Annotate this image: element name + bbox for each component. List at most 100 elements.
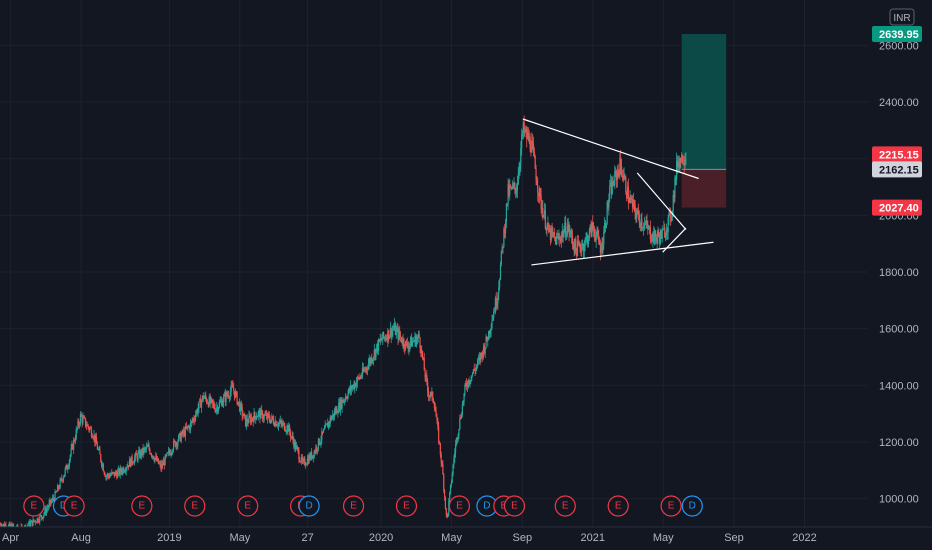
candle-body <box>183 430 185 434</box>
candle-body <box>604 222 607 228</box>
candle-body <box>275 421 277 426</box>
candle-body <box>316 446 318 451</box>
candle-body <box>290 436 292 438</box>
candle-body <box>205 395 207 399</box>
candle-body <box>542 207 544 218</box>
candle-body <box>41 517 43 519</box>
candle-body <box>400 337 402 342</box>
candle-body <box>79 423 81 425</box>
target-zone[interactable] <box>681 34 727 170</box>
trendline-upper[interactable] <box>522 118 699 180</box>
earnings-marker[interactable]: E <box>342 495 365 517</box>
earnings-marker[interactable]: E <box>131 495 153 517</box>
event-circle <box>607 495 629 517</box>
price-tick-label: 1200.00 <box>879 437 919 449</box>
candle-body <box>501 246 503 251</box>
candle-body <box>31 520 33 526</box>
candle-body <box>603 231 605 245</box>
candle-body <box>37 518 39 522</box>
candle-body <box>9 523 11 527</box>
dividend-marker[interactable]: D <box>298 495 320 517</box>
candle-body <box>380 339 382 341</box>
trendline-wedge-upper[interactable] <box>636 172 687 230</box>
earnings-marker[interactable]: E <box>554 495 576 517</box>
earnings-marker[interactable]: E <box>63 495 85 517</box>
candle-body <box>406 342 408 347</box>
candle-body <box>549 228 552 241</box>
candle-body <box>97 449 99 451</box>
candle-body <box>610 182 613 195</box>
candle-body <box>229 391 231 398</box>
earnings-marker[interactable]: E <box>184 495 206 517</box>
candle-body <box>499 279 501 288</box>
candle-body <box>193 418 195 420</box>
candle-body <box>398 330 400 340</box>
candle-body <box>429 395 431 397</box>
event-label: D <box>305 501 312 512</box>
currency-badge[interactable]: INR <box>889 8 915 26</box>
earnings-marker[interactable]: E <box>660 495 682 517</box>
candle-body <box>465 382 467 385</box>
candle-body <box>30 520 32 523</box>
candle-body <box>655 237 657 242</box>
trendline-wedge-lower[interactable] <box>662 227 687 253</box>
candle-body <box>597 230 599 235</box>
candle-body <box>455 438 458 445</box>
candle-body <box>303 459 305 461</box>
candle-body <box>173 440 176 442</box>
dividend-marker[interactable]: D <box>681 495 703 517</box>
candle-body <box>670 217 673 221</box>
earnings-marker[interactable]: E <box>237 495 259 517</box>
candle-body <box>435 411 437 417</box>
candle-body <box>364 370 366 371</box>
candle-body <box>233 390 236 398</box>
candle-body <box>521 133 524 135</box>
candle-body <box>640 219 642 227</box>
candle-body <box>42 515 44 519</box>
earnings-marker[interactable]: E <box>448 495 471 517</box>
candle-body <box>176 442 178 446</box>
candle-body <box>215 409 217 412</box>
candle-body <box>281 422 283 426</box>
candle-body <box>557 236 559 239</box>
candle-body <box>185 426 187 429</box>
earnings-marker[interactable]: E <box>607 495 629 517</box>
time-axis[interactable]: Apr Aug 2019 May 27 2020 May Sep 2021 May Sep 2022 <box>0 526 932 550</box>
candle-body <box>591 222 593 236</box>
candle-body <box>34 520 37 523</box>
candle-body <box>313 451 315 458</box>
candle-body <box>230 385 232 392</box>
candle-body <box>439 442 441 455</box>
candle-body <box>314 451 316 453</box>
candle-body <box>197 408 199 414</box>
candle-body <box>685 160 687 161</box>
candle-body <box>167 450 170 453</box>
event-circle <box>554 495 576 517</box>
candle-body <box>385 337 387 340</box>
candle-body <box>537 192 540 197</box>
candle-body <box>331 416 333 421</box>
earnings-marker[interactable]: E <box>23 495 45 517</box>
candle-body <box>616 170 618 181</box>
candle-body <box>520 148 522 164</box>
candle-body <box>677 162 679 168</box>
trendlines[interactable] <box>522 118 714 266</box>
candle-body <box>625 177 627 193</box>
trendline-lower[interactable] <box>531 241 714 266</box>
candle-body <box>329 417 331 424</box>
earnings-marker[interactable]: E <box>395 495 418 517</box>
price-axis[interactable]: 1000.001200.001400.001600.001800.002000.… <box>868 0 932 550</box>
candle-body <box>347 392 349 399</box>
event-circle <box>395 495 418 517</box>
candle-body <box>306 458 308 465</box>
candle-body <box>448 500 450 513</box>
earnings-marker[interactable]: E <box>503 495 526 517</box>
candle-body <box>645 221 647 225</box>
candle-body <box>71 444 73 449</box>
candle-body <box>112 472 115 473</box>
candle-body <box>530 149 532 153</box>
candle-body <box>155 456 157 459</box>
candle-body <box>244 413 246 416</box>
candle-body <box>552 232 554 234</box>
